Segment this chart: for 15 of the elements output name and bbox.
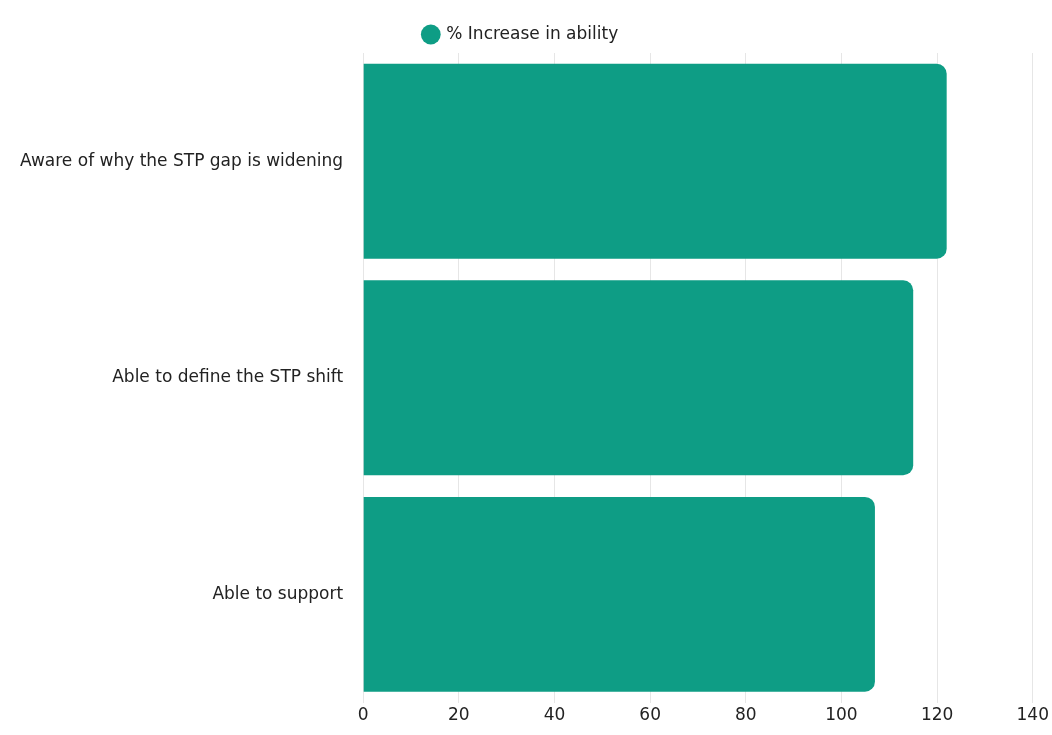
x-tick-label: 140 [1016, 704, 1049, 725]
y-tick-label: Able to support [212, 582, 344, 603]
legend-label: % Increase in ability [446, 22, 619, 43]
x-tick-label: 80 [734, 704, 757, 725]
y-tick-label: Able to define the STP shift [112, 366, 344, 387]
x-tick-label: 0 [357, 704, 369, 725]
y-tick-label: Aware of why the STP gap is widening [19, 149, 344, 170]
x-tick-label: 120 [920, 704, 954, 725]
x-tick-label: 60 [639, 704, 661, 725]
x-tick-label: 40 [543, 704, 566, 725]
bar [363, 280, 914, 476]
bar [363, 496, 875, 692]
x-tick-label: 20 [447, 704, 470, 725]
bar [363, 63, 947, 259]
x-tick-label: 100 [825, 704, 858, 725]
